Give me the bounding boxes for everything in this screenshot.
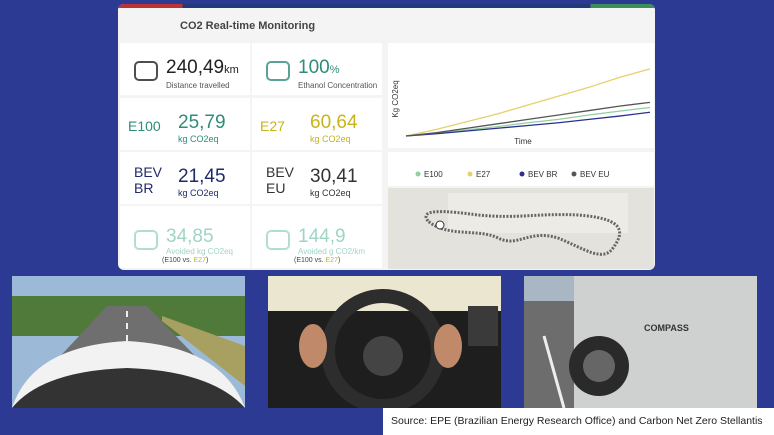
- fuel-label: E100: [128, 118, 161, 134]
- legend-marker: [415, 171, 421, 177]
- legend-label: BEV BR: [528, 170, 558, 179]
- dashboard: CO2 Real-time Monitoring 240,49km Distanc…: [118, 4, 655, 270]
- legend-label: E27: [476, 170, 491, 179]
- comparison-note: (E100 vs. E27): [294, 257, 340, 264]
- note-part: (E100 vs.: [294, 257, 326, 264]
- y-axis-label: Kg CO2eq: [391, 80, 400, 117]
- card: 60,64 kg CO2eq E27: [252, 98, 382, 150]
- card-icon: [266, 230, 290, 250]
- fuel-label: BR: [134, 180, 154, 196]
- card-value: 34,85: [166, 226, 214, 248]
- legend-marker: [467, 171, 473, 177]
- unit: km: [224, 64, 239, 76]
- value: 34,85: [166, 226, 214, 247]
- card-value: 21,45: [178, 166, 226, 188]
- badge: COMPASS: [644, 323, 689, 333]
- series-line: [405, 106, 651, 137]
- fuel-label: BEV: [266, 164, 295, 180]
- card: 25,79 kg CO2eq E100: [120, 98, 250, 150]
- legend-label: BEV EU: [580, 170, 610, 179]
- unit-label: kg CO2eq: [310, 188, 351, 198]
- title: CO2 Real-time Monitoring: [180, 20, 316, 32]
- note-part: (E100 vs.: [162, 257, 194, 264]
- value: 100: [298, 57, 330, 78]
- fuel-label: E27: [260, 118, 285, 134]
- note-part: ): [337, 257, 341, 264]
- card: 100% Ethanol Concentration: [252, 43, 382, 95]
- card-value: 60,64: [310, 112, 358, 134]
- cockpit-scene: [268, 276, 501, 408]
- fuel-label: BEV: [134, 164, 163, 180]
- card-value: 25,79: [178, 112, 226, 134]
- car-marker: [435, 220, 445, 230]
- card-value: 240,49km: [166, 57, 239, 79]
- photo-car-side: COMPASS: [524, 276, 757, 408]
- value: 240,49: [166, 57, 225, 78]
- x-axis-label: Time: [514, 137, 532, 146]
- series-line: [405, 68, 651, 137]
- series-line: [405, 111, 651, 137]
- unit: %: [329, 64, 340, 76]
- card: 240,49km Distance travelled: [120, 43, 250, 95]
- chart-area: Kg CO2eq Time E100 E27 BEV BR BEV EU: [388, 43, 654, 269]
- value: 60,64: [310, 112, 358, 133]
- card-value: 30,41: [310, 166, 358, 188]
- card-icon: [134, 230, 158, 250]
- source-note: Source: EPE (Brazilian Energy Research O…: [383, 408, 774, 435]
- track: [424, 210, 621, 256]
- value: 25,79: [178, 112, 226, 133]
- photo-cockpit: [268, 276, 501, 408]
- unit-label: kg CO2eq: [178, 134, 219, 144]
- series-line: [405, 101, 651, 137]
- fuel-label: EU: [266, 180, 286, 196]
- card-label: Distance travelled: [166, 81, 230, 90]
- card: 30,41 kg CO2eq BEV EU: [252, 152, 382, 204]
- note-part: E27: [325, 257, 338, 264]
- value: 144,9: [298, 226, 346, 247]
- unit-label: kg CO2eq: [310, 134, 351, 144]
- note-part: E27: [193, 257, 206, 264]
- car-side-scene: COMPASS: [524, 276, 757, 408]
- card-value: 100%: [298, 57, 339, 79]
- legend-marker: [571, 171, 577, 177]
- card: 21,45 kg CO2eq BEV BR: [120, 152, 250, 204]
- note-part: ): [205, 257, 209, 264]
- card: 144,9 Avoided g CO2/km (E100 vs. E27): [252, 206, 382, 268]
- card-icon: [134, 61, 158, 81]
- legend-marker: [519, 171, 525, 177]
- legend-label: E100: [424, 170, 443, 179]
- card: 34,85 Avoided kg CO2eq (E100 vs. E27): [120, 206, 250, 268]
- photo-road: [12, 276, 245, 408]
- road-scene: [12, 276, 245, 408]
- legend-bg: [388, 152, 654, 186]
- value: 21,45: [178, 166, 226, 187]
- card-value: 144,9: [298, 226, 346, 248]
- card-icon: [266, 61, 290, 81]
- card-label: Avoided g CO2/km: [298, 247, 365, 256]
- color-bar: [118, 4, 655, 8]
- card-label: Ethanol Concentration: [298, 81, 378, 90]
- comparison-note: (E100 vs. E27): [162, 257, 208, 264]
- map-area: [448, 193, 628, 233]
- chart-bg: [388, 43, 654, 148]
- value: 30,41: [310, 166, 358, 187]
- unit-label: kg CO2eq: [178, 188, 219, 198]
- card-label: Avoided kg CO2eq: [166, 247, 234, 256]
